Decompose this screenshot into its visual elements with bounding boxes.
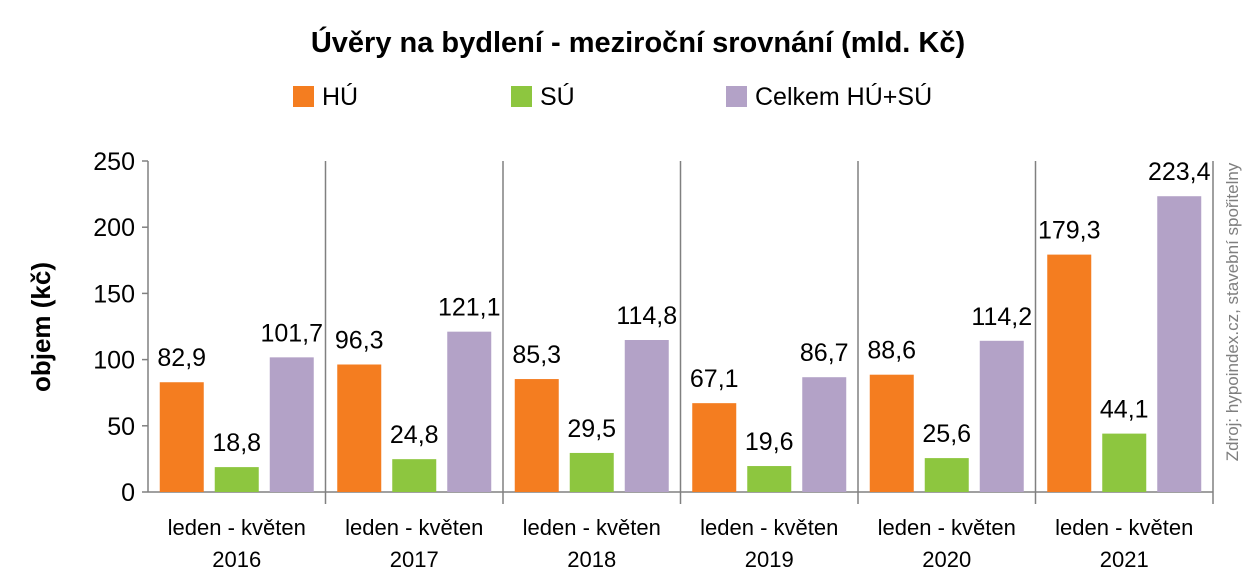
bar <box>692 403 737 492</box>
bar <box>447 331 492 492</box>
data-label: 223,4 <box>1148 158 1211 186</box>
bar <box>1157 196 1202 493</box>
data-label: 85,3 <box>512 341 561 369</box>
bar <box>924 458 969 492</box>
data-label: 29,5 <box>567 415 616 443</box>
legend-label: SÚ <box>540 82 575 111</box>
legend-swatch <box>726 86 747 107</box>
legend-label: Celkem HÚ+SÚ <box>755 82 932 111</box>
y-tick-label: 50 <box>107 413 135 441</box>
data-label: 114,2 <box>971 303 1032 331</box>
x-tick-label: leden - květen <box>345 515 483 540</box>
bar <box>514 379 559 492</box>
data-label: 114,8 <box>616 302 677 330</box>
legend-swatch <box>511 86 532 107</box>
data-label: 18,8 <box>212 429 261 457</box>
x-tick-label-year: 2021 <box>1100 547 1149 572</box>
bar <box>337 364 382 492</box>
x-tick-label-year: 2016 <box>212 547 261 572</box>
x-tick-label: leden - květen <box>700 515 838 540</box>
bar <box>569 452 614 492</box>
y-axis-label: objem (kč) <box>26 262 56 392</box>
bar <box>869 374 914 492</box>
y-tick-label: 150 <box>93 280 135 308</box>
data-label: 101,7 <box>260 319 323 347</box>
data-label: 67,1 <box>690 365 739 393</box>
x-tick-label-year: 2019 <box>745 547 794 572</box>
bar <box>392 459 437 492</box>
bar <box>214 467 259 492</box>
plot-area: 0 50 100 150 200 250 82,9 18,8 101,7 leden - květ… <box>93 148 1214 572</box>
x-tick-label-year: 2020 <box>922 547 971 572</box>
data-label: 121,1 <box>438 294 501 322</box>
data-label: 179,3 <box>1038 217 1101 245</box>
data-label: 86,7 <box>800 339 849 367</box>
x-tick-label: leden - květen <box>878 515 1016 540</box>
bar <box>1102 433 1147 492</box>
bar <box>979 340 1024 492</box>
y-tick-label: 0 <box>121 479 135 507</box>
y-tick-label: 250 <box>93 148 135 176</box>
legend-label: HÚ <box>322 82 358 111</box>
data-label: 25,6 <box>922 420 971 448</box>
bar <box>1047 254 1092 492</box>
data-label: 96,3 <box>335 326 384 354</box>
bar <box>269 357 314 492</box>
chart-title: Úvěry na bydlení - meziroční srovnání (m… <box>311 25 965 59</box>
x-tick-label: leden - květen <box>1055 515 1193 540</box>
source-note: Zdroj: hypoindex.cz, stavební spořitelny <box>1223 162 1242 461</box>
y-tick-label: 200 <box>93 214 135 242</box>
bar <box>159 382 204 492</box>
bar <box>624 340 669 492</box>
x-tick-label-year: 2017 <box>390 547 439 572</box>
data-label: 88,6 <box>867 337 916 365</box>
data-label: 24,8 <box>390 421 439 449</box>
y-tick-label: 100 <box>93 347 135 375</box>
bar <box>747 466 792 492</box>
bar <box>802 377 847 492</box>
legend-swatch <box>293 86 314 107</box>
data-label: 19,6 <box>745 428 794 456</box>
x-tick-label-year: 2018 <box>567 547 616 572</box>
data-label: 82,9 <box>157 344 206 372</box>
x-tick-label: leden - květen <box>523 515 661 540</box>
data-label: 44,1 <box>1100 396 1149 424</box>
x-tick-label: leden - květen <box>168 515 306 540</box>
legend: HÚ SÚ Celkem HÚ+SÚ <box>293 82 932 111</box>
